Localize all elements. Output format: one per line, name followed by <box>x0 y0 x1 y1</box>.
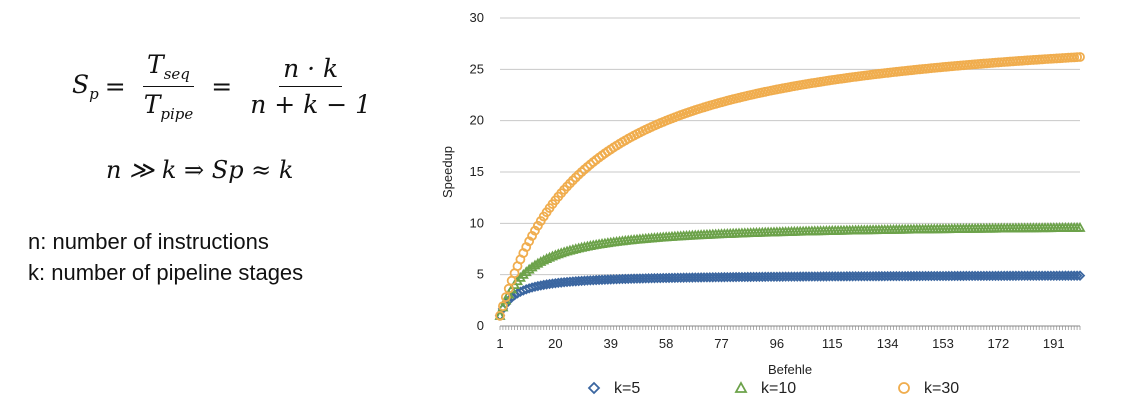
sp-symbol: Sp <box>72 70 99 103</box>
y-axis-label: Speedup <box>440 146 455 198</box>
x-tick-label-96: 96 <box>770 336 784 351</box>
limit-formula: n ≫ k ⇒ Sp ≈ k <box>106 156 294 184</box>
y-tick-label-10: 10 <box>470 215 484 230</box>
fraction-nk-over-nk1: n · k n + k − 1 <box>246 54 375 119</box>
data-point-k-30 <box>530 225 540 236</box>
x-tick-label-58: 58 <box>659 336 673 351</box>
fraction-t-seq-over-t-pipe: Tseq Tpipe <box>140 50 198 123</box>
data-point-k-30 <box>567 175 578 186</box>
data-point-k-30 <box>498 301 508 312</box>
fraction-denominator-t-pipe: Tpipe <box>143 90 194 123</box>
data-point-k-10 <box>1074 221 1086 232</box>
legend-marker-k-5 <box>587 381 601 395</box>
y-tick-label-15: 15 <box>470 164 484 179</box>
note-k: k: number of pipeline stages <box>28 260 304 285</box>
data-point-k-10 <box>520 266 532 277</box>
equals-sign-1: = <box>104 72 126 101</box>
note-n: n: number of instructions <box>28 229 269 254</box>
fraction-numerator-nk: n · k <box>279 54 343 87</box>
legend-label-k-30: k=30 <box>924 380 959 397</box>
speedup-chart: 0 5 10 15 20 25 30 1 20 39 58 77 96 115 134 153 172 191 Be… <box>440 10 1086 397</box>
x-tick-label-115: 115 <box>822 336 843 351</box>
x-tick-label-1: 1 <box>496 336 503 351</box>
y-tick-label-20: 20 <box>470 113 484 128</box>
legend-marker-k-30 <box>898 382 910 394</box>
data-point-k-30 <box>495 310 505 321</box>
y-tick-label-5: 5 <box>477 267 484 282</box>
legend-marker-k-10 <box>734 381 748 393</box>
x-tick-label-39: 39 <box>604 336 618 351</box>
x-tick-label-172: 172 <box>988 336 1010 351</box>
x-tick-label-134: 134 <box>877 336 899 351</box>
data-point-k-30 <box>570 172 581 183</box>
y-tick-label-30: 30 <box>470 10 484 25</box>
fraction-denominator-nk1: n + k − 1 <box>250 90 372 119</box>
x-tick-label-20: 20 <box>548 336 562 351</box>
data-point-k-30 <box>527 230 537 241</box>
data-point-k-30 <box>1075 52 1085 62</box>
x-tick-label-77: 77 <box>714 336 728 351</box>
data-point-k-5 <box>1074 270 1086 281</box>
y-tick-label-0: 0 <box>477 318 484 333</box>
data-point-k-30 <box>573 169 584 180</box>
data-point-k-30 <box>500 292 511 303</box>
x-tick-label-191: 191 <box>1043 336 1065 351</box>
x-tick-label-153: 153 <box>932 336 954 351</box>
equals-sign-2: = <box>211 72 233 101</box>
data-point-k-5 <box>1071 270 1083 281</box>
legend-label-k-5: k=5 <box>614 380 640 397</box>
speedup-formula: Sp = Tseq Tpipe = n · k n + k − 1 <box>72 50 383 123</box>
y-tick-label-25: 25 <box>470 61 484 76</box>
x-axis-label: Befehle <box>768 362 812 377</box>
fraction-numerator-t-seq: Tseq <box>143 50 194 87</box>
data-point-k-30 <box>503 283 514 294</box>
legend-label-k-10: k=10 <box>761 380 796 397</box>
